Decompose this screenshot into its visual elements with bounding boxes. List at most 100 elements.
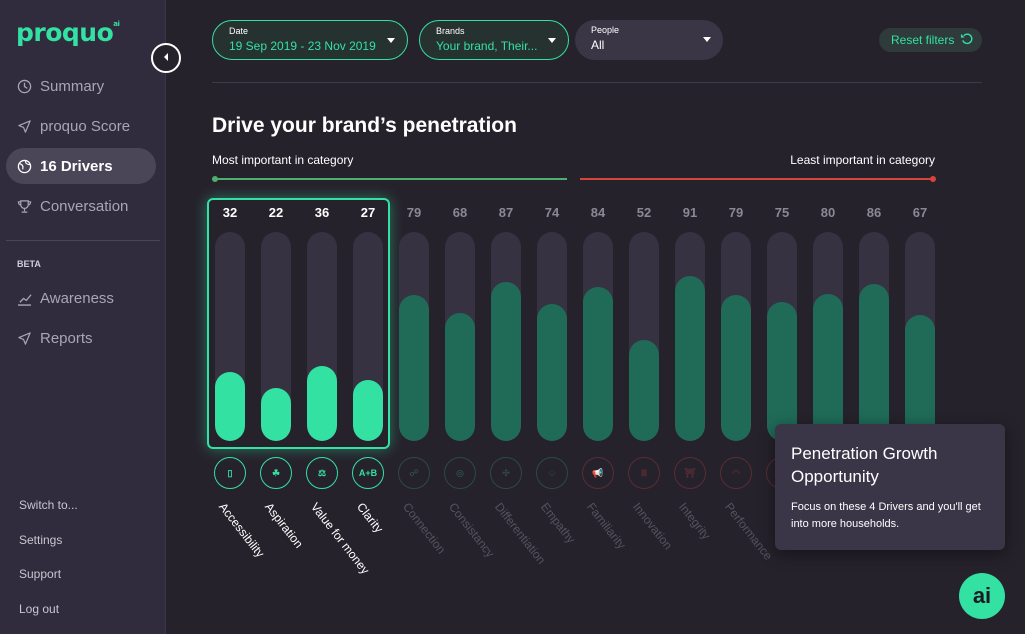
sidebar-item-16-drivers[interactable]: 16 Drivers bbox=[6, 148, 156, 184]
driver-name: Empathy bbox=[537, 500, 579, 546]
driver-name: Familiarity bbox=[583, 500, 629, 552]
driver-icon[interactable]: ☍ bbox=[398, 457, 430, 489]
sidebar-nav: Summary proquo Score 16 Drivers Conversa… bbox=[6, 68, 156, 228]
sidebar-item-label: 16 Drivers bbox=[40, 157, 113, 175]
collapse-sidebar-button[interactable] bbox=[151, 43, 181, 73]
reset-filters-label: Reset filters bbox=[891, 33, 955, 47]
driver-icon[interactable]: A+B bbox=[352, 457, 384, 489]
trophy-icon bbox=[16, 198, 32, 214]
bar-track[interactable] bbox=[399, 232, 429, 441]
brands-filter[interactable]: Brands Your brand, Their... bbox=[419, 20, 569, 60]
driver-icon[interactable]: ◠ bbox=[720, 457, 752, 489]
date-filter-value: 19 Sep 2019 - 23 Nov 2019 bbox=[229, 39, 376, 53]
driver-icon[interactable]: ⚖ bbox=[306, 457, 338, 489]
undo-icon bbox=[960, 32, 973, 48]
driver-icon[interactable]: ☺ bbox=[536, 457, 568, 489]
ai-assistant-button[interactable]: ai bbox=[959, 573, 1005, 619]
clock-icon bbox=[16, 78, 32, 94]
bar-track[interactable] bbox=[813, 232, 843, 441]
driver-name: Clarity bbox=[353, 500, 386, 536]
bar bbox=[767, 302, 797, 441]
bar-track[interactable] bbox=[859, 232, 889, 441]
people-filter-value: All bbox=[591, 38, 605, 52]
sidebar-divider bbox=[6, 240, 160, 241]
bar bbox=[399, 295, 429, 441]
reset-filters-button[interactable]: Reset filters bbox=[879, 28, 982, 52]
least-important-label: Least important in category bbox=[790, 153, 935, 167]
tooltip-title: Penetration Growth Opportunity bbox=[791, 444, 938, 486]
sidebar-item-conversation[interactable]: Conversation bbox=[6, 188, 156, 224]
value-label: 91 bbox=[682, 205, 698, 220]
log-out-link[interactable]: Log out bbox=[19, 601, 60, 616]
beta-label: BETA bbox=[17, 259, 41, 269]
bar-track[interactable] bbox=[629, 232, 659, 441]
sidebar-item-label: Reports bbox=[40, 329, 93, 347]
value-label: 52 bbox=[636, 205, 652, 220]
bar-track[interactable] bbox=[491, 232, 521, 441]
scale-end-dot bbox=[930, 176, 936, 182]
date-filter[interactable]: Date 19 Sep 2019 - 23 Nov 2019 bbox=[212, 20, 408, 60]
caret-down-icon bbox=[387, 38, 395, 43]
value-label: 84 bbox=[590, 205, 606, 220]
driver-name: Integrity bbox=[675, 500, 714, 543]
tooltip: Penetration Growth Opportunity Focus on … bbox=[775, 424, 1005, 550]
bar-track[interactable] bbox=[675, 232, 705, 441]
driver-icon[interactable]: ☘ bbox=[260, 457, 292, 489]
paper-plane-icon bbox=[16, 330, 32, 346]
driver-name: Accessibility bbox=[215, 500, 268, 561]
sidebar-item-awareness[interactable]: Awareness bbox=[6, 280, 156, 316]
settings-link[interactable]: Settings bbox=[19, 532, 63, 547]
bar-track[interactable] bbox=[905, 232, 935, 441]
bar bbox=[445, 313, 475, 441]
driver-name: Connection bbox=[399, 500, 449, 557]
switch-to-link[interactable]: Switch to... bbox=[19, 498, 78, 512]
page-title: Drive your brand’s penetration bbox=[212, 114, 517, 137]
value-label: 79 bbox=[406, 205, 422, 220]
driver-icon[interactable]: ▯ bbox=[214, 457, 246, 489]
driver-icon[interactable]: ✣ bbox=[490, 457, 522, 489]
most-important-label: Most important in category bbox=[212, 153, 354, 167]
sidebar-bottom-links: Switch to... Settings Support Log out bbox=[19, 498, 78, 634]
bar-track[interactable] bbox=[583, 232, 613, 441]
driver-name: Consistancy bbox=[445, 500, 498, 561]
proquo-logo[interactable]: proquoai bbox=[16, 18, 120, 47]
least-important-line bbox=[580, 178, 932, 180]
bar bbox=[537, 304, 567, 441]
driver-icon[interactable]: ⛩ bbox=[674, 457, 706, 489]
driver-name: Performance bbox=[721, 500, 776, 563]
most-important-line bbox=[215, 178, 567, 180]
sidebar-item-proquo-score[interactable]: proquo Score bbox=[6, 108, 156, 144]
date-filter-label: Date bbox=[229, 26, 249, 36]
highlighted-drivers-box bbox=[207, 198, 390, 449]
driver-name: Aspiration bbox=[261, 500, 306, 551]
sidebar-item-label: Conversation bbox=[40, 197, 129, 215]
sidebar-item-label: Awareness bbox=[40, 289, 114, 307]
value-label: 67 bbox=[912, 205, 928, 220]
sidebar-item-reports[interactable]: Reports bbox=[6, 320, 156, 356]
driver-icon[interactable]: 📢 bbox=[582, 457, 614, 489]
bar-track[interactable] bbox=[767, 232, 797, 441]
value-label: 75 bbox=[774, 205, 790, 220]
bar-track[interactable] bbox=[721, 232, 751, 441]
header-divider bbox=[212, 82, 982, 83]
driver-icon[interactable]: ◎ bbox=[444, 457, 476, 489]
bar bbox=[629, 340, 659, 441]
caret-down-icon bbox=[548, 38, 556, 43]
driver-icon[interactable]: Ⅲ bbox=[628, 457, 660, 489]
driver-name: Innovation bbox=[629, 500, 676, 553]
value-label: 79 bbox=[728, 205, 744, 220]
bar-track[interactable] bbox=[445, 232, 475, 441]
bar bbox=[905, 315, 935, 441]
value-label: 86 bbox=[866, 205, 882, 220]
bar bbox=[813, 294, 843, 441]
people-filter-label: People bbox=[591, 25, 620, 35]
brands-filter-label: Brands bbox=[436, 26, 465, 36]
sidebar-item-summary[interactable]: Summary bbox=[6, 68, 156, 104]
chart-up-icon bbox=[16, 290, 32, 306]
value-label: 74 bbox=[544, 205, 560, 220]
bar-track[interactable] bbox=[537, 232, 567, 441]
people-filter[interactable]: People All bbox=[575, 20, 723, 60]
support-link[interactable]: Support bbox=[19, 567, 62, 581]
caret-down-icon bbox=[703, 37, 711, 42]
bar bbox=[675, 276, 705, 441]
